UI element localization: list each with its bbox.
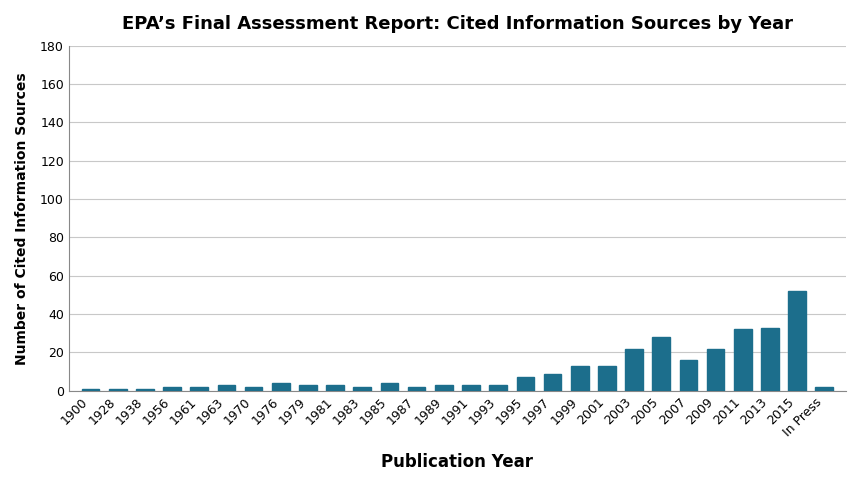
- Bar: [408, 387, 425, 391]
- Bar: [381, 383, 399, 391]
- Title: EPA’s Final Assessment Report: Cited Information Sources by Year: EPA’s Final Assessment Report: Cited Inf…: [122, 15, 793, 33]
- Bar: [815, 387, 833, 391]
- Bar: [164, 387, 181, 391]
- Bar: [571, 366, 589, 391]
- Bar: [299, 385, 317, 391]
- Bar: [136, 389, 154, 391]
- Bar: [245, 387, 263, 391]
- Y-axis label: Number of Cited Information Sources: Number of Cited Information Sources: [15, 72, 29, 364]
- Bar: [462, 385, 480, 391]
- Bar: [679, 360, 697, 391]
- Bar: [326, 385, 344, 391]
- Bar: [272, 383, 289, 391]
- Bar: [761, 328, 778, 391]
- Bar: [489, 385, 507, 391]
- Bar: [625, 348, 643, 391]
- Bar: [653, 337, 670, 391]
- Bar: [598, 366, 616, 391]
- Bar: [543, 374, 561, 391]
- Bar: [82, 389, 99, 391]
- Bar: [734, 330, 752, 391]
- Bar: [190, 387, 208, 391]
- X-axis label: Publication Year: Publication Year: [381, 453, 534, 471]
- Bar: [435, 385, 453, 391]
- Bar: [354, 387, 371, 391]
- Bar: [109, 389, 127, 391]
- Bar: [517, 378, 534, 391]
- Bar: [707, 348, 724, 391]
- Bar: [789, 291, 806, 391]
- Bar: [218, 385, 235, 391]
